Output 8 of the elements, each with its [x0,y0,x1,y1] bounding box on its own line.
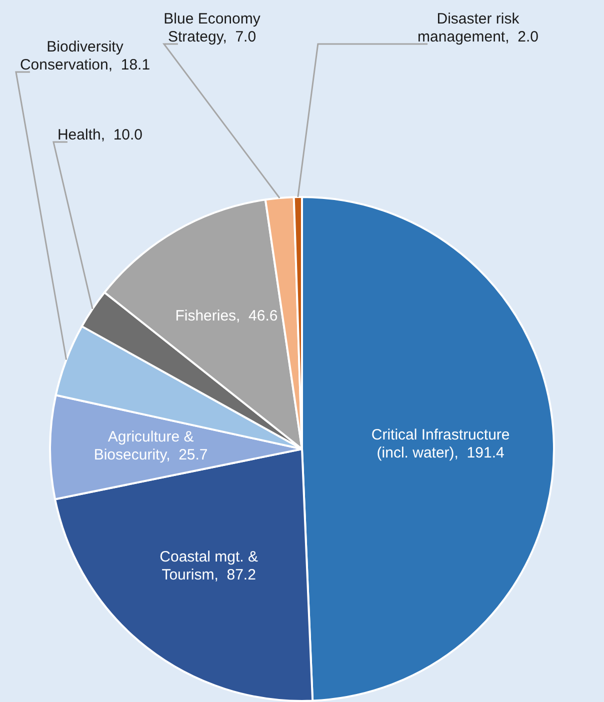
slice-label: Blue Economy Strategy, 7.0 [164,10,261,46]
slice-label: Critical Infrastructure (incl. water), 191.4 [371,426,510,462]
slice-label: Coastal mgt. & Tourism, 87.2 [160,548,258,584]
slice-label: Health, 10.0 [57,126,143,144]
slice-label: Disaster risk management, 2.0 [418,10,538,46]
slice-label: Biodiversity Conservation, 18.1 [20,38,150,74]
slice-label: Agriculture & Biosecurity, 25.7 [94,428,208,464]
slice-label: Fisheries, 46.6 [175,308,278,325]
